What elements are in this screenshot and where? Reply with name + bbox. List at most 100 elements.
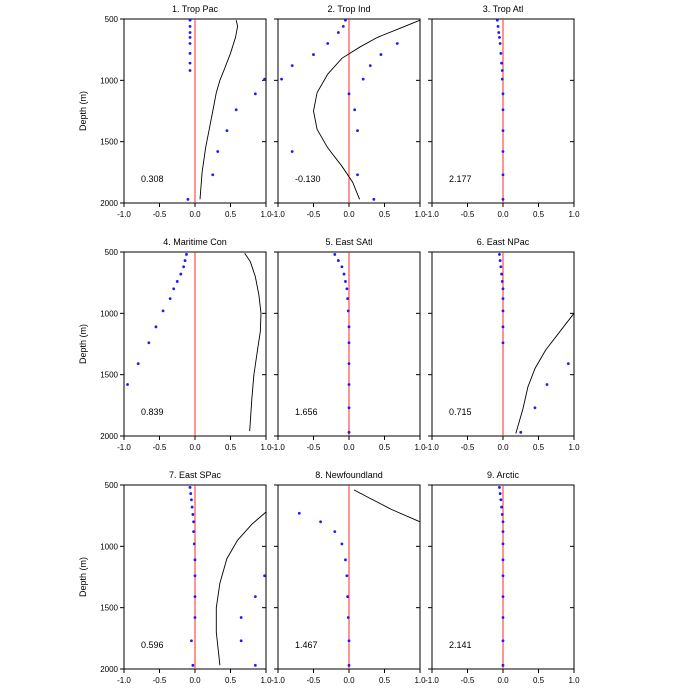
x-tick-label: -1.0: [117, 443, 131, 452]
panel-value-label: 2.177: [449, 174, 472, 184]
data-point: [498, 253, 501, 256]
x-tick-label: 0.5: [533, 676, 545, 685]
data-point: [501, 287, 505, 291]
data-point: [333, 530, 337, 534]
x-tick-label: -1.0: [117, 210, 131, 219]
x-tick-label: 1.0: [568, 676, 580, 685]
data-point: [188, 42, 192, 45]
data-point: [368, 64, 372, 68]
data-point: [263, 77, 266, 81]
x-tick-label: -1.0: [271, 443, 285, 452]
data-point: [340, 542, 344, 546]
data-point: [280, 77, 283, 81]
panel-title: 2. Trop Ind: [327, 4, 370, 14]
x-tick-label: 0.0: [343, 443, 355, 452]
y-axis-label: Depth (m): [78, 324, 88, 364]
panel-6: 6. East NPac -1.0 -0.5 0.0 0.5 1.0 0.715: [425, 237, 580, 452]
data-point: [498, 492, 502, 495]
data-point: [361, 77, 365, 81]
profile-curve: [353, 489, 421, 523]
x-tick-label: -0.5: [153, 210, 167, 219]
data-point: [186, 197, 190, 201]
data-point: [336, 31, 340, 34]
panel-title: 1. Trop Pac: [172, 4, 219, 14]
panel-4: 4. Maritime Con -1.0 -0.5 0.0 0.5 1.0 500 1000 1…: [78, 237, 272, 452]
x-tick-label: 0.0: [189, 676, 201, 685]
panel-value-label: 0.308: [141, 174, 164, 184]
data-point: [189, 492, 193, 495]
y-tick-label: 1500: [100, 138, 118, 147]
data-point: [501, 325, 505, 329]
data-point: [333, 253, 337, 256]
data-point: [239, 616, 243, 619]
data-point: [500, 505, 503, 509]
profile-curve: [199, 20, 239, 200]
panel-title: 6. East NPac: [477, 237, 530, 247]
data-point: [188, 18, 192, 22]
data-point: [501, 595, 505, 599]
x-tick-label: 0.5: [225, 443, 237, 452]
data-point: [253, 595, 257, 599]
x-tick-label: -0.5: [461, 443, 475, 452]
data-point: [126, 383, 129, 386]
data-point: [500, 513, 504, 516]
data-point: [500, 77, 504, 81]
data-point: [347, 430, 351, 434]
y-tick-label: 1000: [100, 76, 118, 85]
data-point: [154, 325, 158, 329]
data-point: [188, 24, 192, 28]
panel-value-label: -0.130: [295, 174, 321, 184]
data-point: [192, 520, 195, 524]
panel-7: 7. East SPac -1.0 -0.5 0.0 0.5 1.0 500 1000 1500…: [78, 470, 272, 685]
data-point: [336, 259, 340, 262]
x-tick-label: 0.0: [343, 210, 355, 219]
data-point: [344, 18, 347, 22]
data-point: [188, 51, 192, 55]
x-tick-label: 1.0: [568, 443, 580, 452]
panel-value-label: 1.467: [295, 640, 318, 650]
x-tick-label: 1.0: [414, 443, 426, 452]
data-point: [519, 430, 523, 434]
data-point: [495, 18, 499, 22]
panel-title: 7. East SPac: [169, 470, 222, 480]
panel-value-label: 0.839: [141, 407, 164, 417]
data-point: [498, 42, 502, 45]
data-point: [501, 309, 505, 313]
data-point: [499, 51, 503, 55]
data-point: [193, 558, 197, 562]
data-point: [356, 129, 359, 133]
x-tick-label: 1.0: [414, 210, 426, 219]
profile-curve: [215, 511, 267, 666]
data-point: [347, 663, 351, 667]
data-point: [497, 31, 501, 34]
data-point: [501, 297, 505, 301]
y-tick-label: 2000: [100, 199, 118, 208]
y-tick-label: 1500: [100, 371, 118, 380]
x-tick-label: 0.0: [189, 210, 201, 219]
y-tick-label: 1000: [100, 542, 118, 551]
data-point: [501, 108, 505, 112]
x-tick-label: 1.0: [414, 676, 426, 685]
data-point: [188, 69, 192, 72]
x-tick-label: -0.5: [461, 210, 475, 219]
data-point: [501, 542, 505, 546]
data-point: [191, 513, 195, 516]
x-tick-label: -0.5: [307, 210, 321, 219]
y-tick-label: 2000: [100, 665, 118, 674]
x-tick-label: -1.0: [117, 676, 131, 685]
data-point: [346, 595, 349, 599]
data-point: [190, 498, 193, 502]
x-tick-label: 0.5: [379, 443, 391, 452]
x-tick-label: -1.0: [271, 210, 285, 219]
data-point: [347, 341, 351, 345]
data-point: [319, 520, 322, 524]
y-axis-label: Depth (m): [78, 557, 88, 597]
x-tick-label: -0.5: [153, 443, 167, 452]
data-point: [347, 383, 351, 386]
y-tick-label: 2000: [100, 432, 118, 441]
data-point: [500, 280, 504, 283]
x-tick-label: -0.5: [461, 676, 475, 685]
data-point: [346, 616, 350, 619]
data-point: [501, 558, 505, 562]
